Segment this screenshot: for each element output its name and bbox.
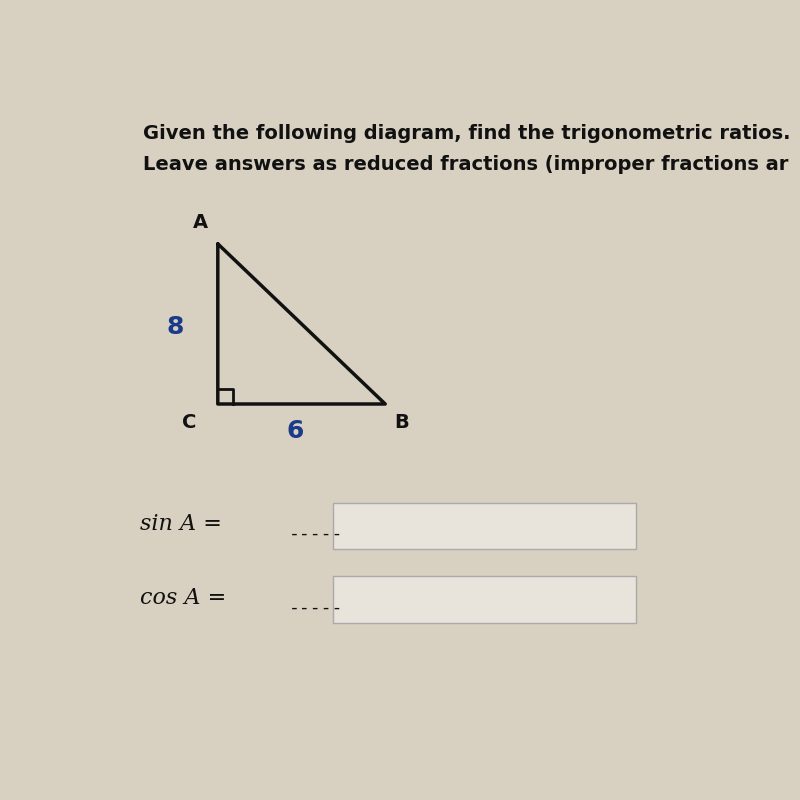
Text: cos A =: cos A = [140,587,226,609]
Text: -----: ----- [289,598,343,616]
Text: -----: ----- [289,524,343,542]
Text: Given the following diagram, find the trigonometric ratios.: Given the following diagram, find the tr… [143,124,791,142]
Bar [333,577,636,622]
Text: A: A [194,213,209,231]
Bar [333,502,636,549]
Text: C: C [182,414,196,432]
Text: 6: 6 [286,419,304,443]
Text: Leave answers as reduced fractions (improper fractions ar: Leave answers as reduced fractions (impr… [143,154,789,174]
Text: B: B [394,414,410,432]
Text: sin A =: sin A = [140,513,222,535]
Text: 8: 8 [166,315,184,339]
